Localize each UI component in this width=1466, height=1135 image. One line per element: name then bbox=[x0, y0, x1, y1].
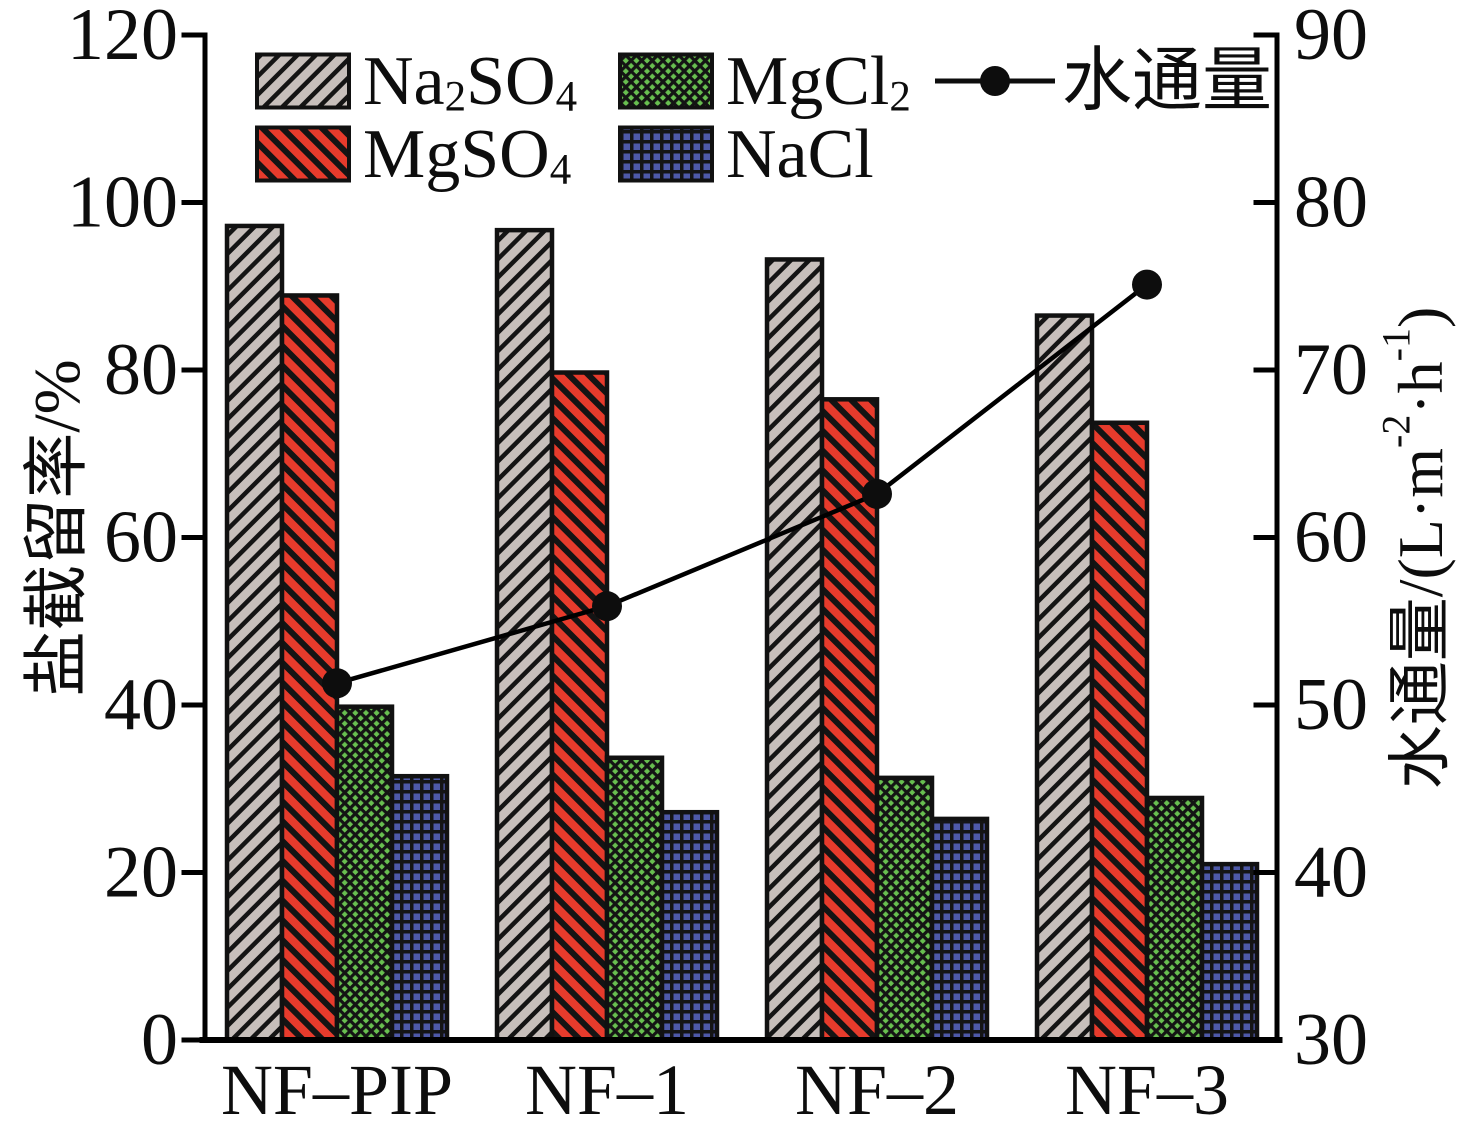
flux-point-nf-2 bbox=[862, 478, 892, 509]
x-axis-category-label: NF–PIP bbox=[221, 1050, 453, 1130]
x-axis-category-label: NF–1 bbox=[525, 1050, 689, 1130]
legend-swatch-mgcl2 bbox=[618, 52, 714, 110]
right-axis-tick-label: 30 bbox=[1294, 999, 1368, 1081]
flux-line-series bbox=[322, 269, 1162, 699]
flux-point-nf-3 bbox=[1132, 269, 1162, 300]
bar-nacl-nf-1 bbox=[659, 809, 720, 1043]
left-axis-tick-label: 80 bbox=[104, 329, 178, 411]
right-axis-tick-label: 50 bbox=[1294, 664, 1368, 746]
legend-label-: 水通量 bbox=[1062, 43, 1272, 120]
left-axis-tick-label: 60 bbox=[104, 497, 178, 579]
bar-mgcl2-nf-1 bbox=[604, 755, 665, 1043]
right-axis-tick-label: 70 bbox=[1294, 329, 1368, 411]
bar-nacl-nf-pip bbox=[389, 773, 450, 1043]
bar-mgso4-nf-pip bbox=[279, 293, 340, 1043]
legend-swatch-nacl bbox=[618, 125, 714, 183]
left-axis-tick-label: 0 bbox=[141, 999, 178, 1081]
right-axis-title: 水通量/(L·m-2·h-1) bbox=[1373, 307, 1455, 790]
bar-mgso4-nf-1 bbox=[549, 370, 610, 1043]
left-axis-tick-label: 120 bbox=[67, 0, 178, 76]
bars-layer bbox=[224, 223, 1260, 1043]
legend-swatch-mgso4 bbox=[255, 125, 351, 183]
left-axis-tick-label: 40 bbox=[104, 664, 178, 746]
bar-nacl-nf-2 bbox=[929, 816, 990, 1043]
legend-label-nacl: NaCl bbox=[726, 116, 874, 193]
right-axis-tick-label: 40 bbox=[1294, 832, 1368, 914]
legend bbox=[255, 52, 1055, 183]
legend-swatch-na2so4 bbox=[255, 52, 351, 110]
bar-mgcl2-nf-3 bbox=[1144, 795, 1205, 1043]
x-axis-category-label: NF–3 bbox=[1065, 1050, 1229, 1130]
legend-flux-marker bbox=[980, 66, 1010, 96]
bar-na2so4-nf-2 bbox=[764, 257, 825, 1043]
x-axis-category-label: NF–2 bbox=[795, 1050, 959, 1130]
left-axis-tick-label: 20 bbox=[104, 832, 178, 914]
left-axis-title: 盐截留率/% bbox=[21, 359, 94, 696]
bar-na2so4-nf-pip bbox=[224, 223, 285, 1043]
legend-label-na2so4: Na2SO4 bbox=[363, 43, 577, 120]
flux-point-nf-1 bbox=[592, 591, 622, 622]
axes bbox=[181, 32, 1283, 1043]
right-axis-tick-label: 60 bbox=[1294, 497, 1368, 579]
right-axis-tick-label: 90 bbox=[1294, 0, 1368, 76]
legend-label-mgso4: MgSO4 bbox=[363, 116, 571, 193]
right-axis-tick-label: 80 bbox=[1294, 162, 1368, 244]
flux-line bbox=[336, 282, 1149, 686]
bar-mgso4-nf-3 bbox=[1089, 420, 1150, 1043]
bar-mgcl2-nf-2 bbox=[874, 775, 935, 1043]
flux-point-nf-pip bbox=[322, 668, 352, 699]
bar-mgcl2-nf-pip bbox=[334, 704, 395, 1043]
bar-na2so4-nf-3 bbox=[1034, 313, 1095, 1043]
left-axis-tick-label: 100 bbox=[67, 162, 178, 244]
legend-label-mgcl2: MgCl2 bbox=[726, 43, 911, 120]
bar-nacl-nf-3 bbox=[1199, 861, 1260, 1043]
